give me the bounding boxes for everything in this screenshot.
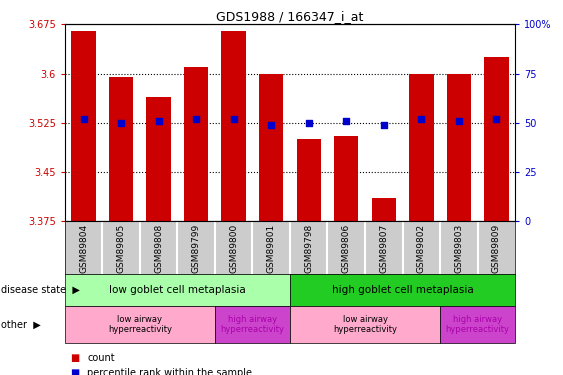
Text: ■: ■ [70, 368, 79, 375]
Point [117, 120, 126, 126]
Point [417, 116, 426, 122]
Point [229, 116, 238, 122]
Bar [372, 198, 396, 221]
Bar [440, 306, 515, 343]
Bar [215, 306, 290, 343]
Title: GDS1988 / 166347_i_at: GDS1988 / 166347_i_at [216, 10, 364, 23]
Point [492, 116, 501, 122]
Text: high goblet cell metaplasia: high goblet cell metaplasia [332, 285, 473, 295]
Text: low airway
hyperreactivity: low airway hyperreactivity [333, 315, 397, 334]
Point [342, 118, 351, 124]
Text: percentile rank within the sample: percentile rank within the sample [87, 368, 252, 375]
Bar [65, 306, 215, 343]
Point [154, 118, 163, 124]
Bar [409, 74, 434, 221]
Text: GSM89803: GSM89803 [454, 224, 463, 273]
Text: GSM89807: GSM89807 [379, 224, 388, 273]
Bar [72, 31, 96, 221]
Text: disease state  ▶: disease state ▶ [1, 285, 80, 295]
Bar [290, 274, 515, 306]
Point [454, 118, 463, 124]
Bar [297, 139, 321, 221]
Bar [290, 306, 440, 343]
Bar [446, 74, 471, 221]
Point [79, 116, 88, 122]
Text: GSM89799: GSM89799 [191, 224, 200, 273]
Point [191, 116, 200, 122]
Text: ■: ■ [70, 353, 79, 363]
Point [304, 120, 313, 126]
Text: GSM89804: GSM89804 [79, 224, 88, 273]
Bar [109, 77, 133, 221]
Bar [259, 74, 283, 221]
Text: GSM89809: GSM89809 [492, 224, 501, 273]
Point [379, 122, 388, 128]
Text: GSM89802: GSM89802 [417, 224, 426, 273]
Text: GSM89808: GSM89808 [154, 224, 163, 273]
Bar [484, 57, 508, 221]
Text: high airway
hyperreactivity: high airway hyperreactivity [220, 315, 284, 334]
Text: GSM89805: GSM89805 [117, 224, 126, 273]
Text: GSM89801: GSM89801 [267, 224, 276, 273]
Text: low airway
hyperreactivity: low airway hyperreactivity [108, 315, 172, 334]
Text: count: count [87, 353, 115, 363]
Text: GSM89806: GSM89806 [342, 224, 351, 273]
Bar [184, 67, 208, 221]
Bar [65, 274, 290, 306]
Bar [334, 136, 359, 221]
Text: GSM89798: GSM89798 [304, 224, 313, 273]
Text: low goblet cell metaplasia: low goblet cell metaplasia [109, 285, 245, 295]
Bar [146, 97, 171, 221]
Text: GSM89800: GSM89800 [229, 224, 238, 273]
Text: high airway
hyperreactivity: high airway hyperreactivity [445, 315, 510, 334]
Text: other  ▶: other ▶ [1, 320, 41, 329]
Bar [221, 31, 246, 221]
Point [267, 122, 276, 128]
